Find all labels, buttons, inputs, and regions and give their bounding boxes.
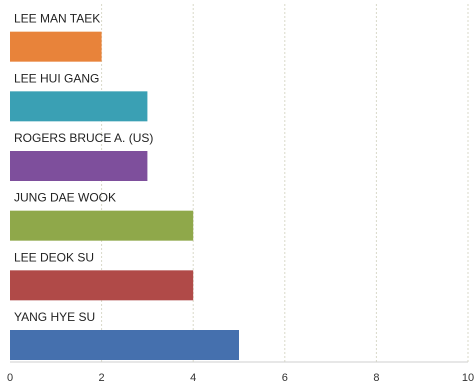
bar xyxy=(10,31,102,62)
x-tick-label: 6 xyxy=(282,372,288,384)
bars xyxy=(10,31,239,360)
x-tick-label: 8 xyxy=(373,372,379,384)
x-tick-label: 10 xyxy=(462,372,474,384)
category-label: JUNG DAE WOOK xyxy=(14,191,116,205)
bar xyxy=(10,91,148,122)
x-tick-label: 2 xyxy=(99,372,105,384)
bar xyxy=(10,210,194,241)
category-labels: LEE MAN TAEK LEE HUI GANG ROGERS BRUCE A. … xyxy=(14,12,153,324)
category-label: LEE DEOK SU xyxy=(14,250,94,264)
category-label: LEE MAN TAEK xyxy=(14,12,100,26)
x-tick-labels: 0 2 4 6 8 10 xyxy=(7,372,474,384)
x-tick-label: 4 xyxy=(190,372,196,384)
bar xyxy=(10,330,239,360)
grid-lines xyxy=(101,4,469,362)
category-label: YANG HYE SU xyxy=(14,310,95,324)
category-label: LEE HUI GANG xyxy=(14,71,99,85)
category-label: ROGERS BRUCE A. (US) xyxy=(14,131,153,145)
x-tick-label: 0 xyxy=(7,372,13,384)
bar xyxy=(10,151,148,181)
bar xyxy=(10,270,194,301)
